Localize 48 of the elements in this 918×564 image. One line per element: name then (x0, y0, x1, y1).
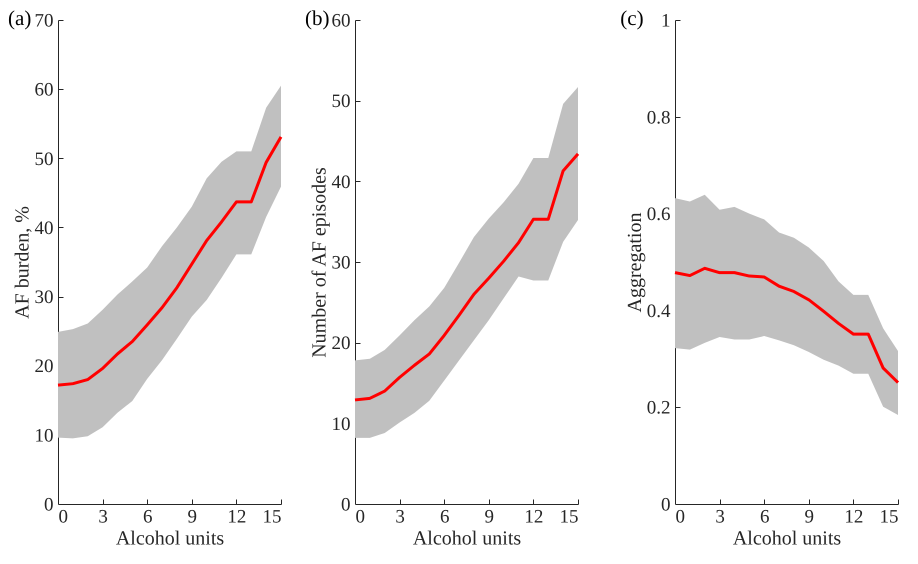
y-tick-label: 50 (34, 148, 54, 170)
y-axis-title: AF burden, % (12, 206, 34, 319)
x-tick-label: 9 (484, 506, 494, 528)
y-tick-label: 70 (34, 10, 54, 32)
x-tick-label: 15 (560, 506, 578, 528)
x-tick-label: 12 (227, 506, 246, 528)
chart-title: (b) (305, 6, 330, 30)
x-axis-title: Alcohol units (732, 528, 842, 550)
y-tick-label: 60 (332, 10, 350, 32)
x-tick-label: 9 (188, 506, 198, 528)
x-tick-label: 3 (715, 506, 725, 528)
y-axis-title: Aggregation (624, 212, 646, 312)
y-tick-label: 40 (332, 172, 350, 193)
y-tick-label: 20 (34, 356, 54, 378)
y-tick-label: 0.4 (646, 300, 671, 322)
x-tick-label: 0 (356, 506, 365, 528)
x-tick-label: 0 (676, 506, 685, 528)
y-tick-label: 0.6 (646, 204, 670, 226)
line-series (56, 135, 282, 387)
y-tick-label: 30 (332, 252, 350, 274)
x-tick-label: 6 (142, 506, 152, 528)
y-tick-label: 60 (34, 80, 54, 101)
x-tick-label: 6 (440, 506, 450, 528)
y-tick-label: 20 (332, 333, 350, 354)
y-tick-label: 50 (332, 91, 350, 112)
x-tick-label: 3 (98, 506, 108, 528)
y-axis-title: Number of AF episodes (308, 167, 330, 358)
x-tick-label: 6 (760, 506, 770, 528)
x-tick-label: 15 (262, 506, 282, 528)
x-tick-label: 12 (844, 506, 864, 528)
x-axis-title: Alcohol units (412, 528, 522, 550)
chart-title: (c) (620, 6, 644, 30)
x-tick-label: 9 (804, 506, 814, 528)
y-tick-label: 10 (34, 425, 54, 446)
line-series (354, 152, 580, 402)
x-tick-label: 12 (524, 506, 544, 528)
y-tick-label: 10 (332, 414, 350, 435)
y-tick-label: 30 (34, 287, 54, 308)
y-tick-label: 0.8 (646, 107, 670, 128)
line-series (674, 266, 900, 384)
x-tick-label: 15 (880, 506, 898, 528)
chart-title: (a) (8, 6, 32, 30)
x-tick-label: 0 (58, 506, 68, 528)
y-tick-label: 1 (661, 10, 670, 32)
y-tick-label: 40 (34, 218, 54, 239)
y-tick-label: 0.2 (646, 398, 670, 419)
x-tick-label: 3 (395, 506, 405, 528)
x-axis-title: Alcohol units (116, 528, 224, 550)
